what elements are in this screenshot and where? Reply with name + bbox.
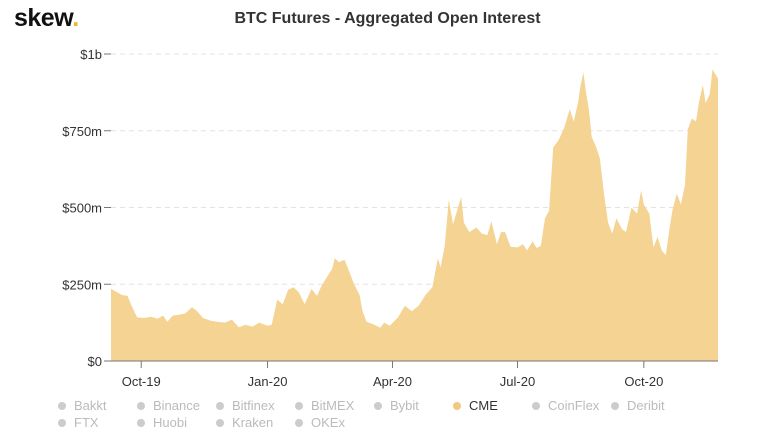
legend-label: Kraken bbox=[232, 415, 274, 430]
legend-dot-icon bbox=[58, 401, 66, 410]
legend-label: CME bbox=[469, 398, 498, 413]
skew-logo: skew. bbox=[14, 4, 79, 33]
x-tick-label: Oct-19 bbox=[122, 374, 161, 389]
legend-label: FTX bbox=[74, 415, 99, 430]
legend-item-bakkt[interactable]: Bakkt bbox=[58, 397, 137, 414]
legend-item-huobi[interactable]: Huobi bbox=[137, 414, 216, 431]
legend-item-okex[interactable]: OKEx bbox=[295, 414, 374, 431]
cme-open-interest-area bbox=[111, 69, 718, 362]
y-tick-label: $500m bbox=[62, 201, 102, 216]
legend-dot-icon bbox=[374, 401, 382, 410]
legend-label: Bitfinex bbox=[232, 398, 275, 413]
legend-item-bitfinex[interactable]: Bitfinex bbox=[216, 397, 295, 414]
legend-row: Bakkt Binance Bitfinex BitMEX Bybit CME CoinFl… bbox=[58, 397, 758, 414]
legend-label: Bybit bbox=[390, 398, 419, 413]
legend-dot-icon bbox=[295, 418, 303, 427]
y-tick-label: $0 bbox=[88, 354, 102, 369]
y-tick-label: $750m bbox=[62, 124, 102, 139]
x-axis-ticks: Oct-19 Jan-20 Apr-20 Jul-20 Oct-20 bbox=[122, 361, 663, 389]
legend-label: Deribit bbox=[627, 398, 665, 413]
legend-label: Binance bbox=[153, 398, 200, 413]
logo-dot: . bbox=[72, 4, 79, 32]
legend-dot-icon bbox=[216, 401, 224, 410]
legend: Bakkt Binance Bitfinex BitMEX Bybit CME CoinFl… bbox=[58, 397, 758, 431]
chart-title: BTC Futures - Aggregated Open Interest bbox=[234, 10, 541, 27]
legend-item-cme[interactable]: CME bbox=[453, 397, 532, 414]
x-tick-label: Jan-20 bbox=[248, 374, 288, 389]
legend-item-bitmex[interactable]: BitMEX bbox=[295, 397, 374, 414]
y-tick-label: $250m bbox=[62, 277, 102, 292]
legend-dot-icon bbox=[58, 418, 66, 427]
y-axis-ticks: $0 $250m $500m $750m $1b bbox=[62, 47, 111, 369]
legend-dot-icon bbox=[137, 418, 145, 427]
legend-dot-icon bbox=[137, 401, 145, 410]
x-tick-label: Apr-20 bbox=[373, 374, 412, 389]
y-tick-label: $1b bbox=[80, 47, 102, 62]
legend-item-kraken[interactable]: Kraken bbox=[216, 414, 295, 431]
legend-item-bybit[interactable]: Bybit bbox=[374, 397, 453, 414]
legend-item-binance[interactable]: Binance bbox=[137, 397, 216, 414]
legend-item-deribit[interactable]: Deribit bbox=[611, 397, 690, 414]
legend-dot-icon bbox=[532, 401, 540, 410]
legend-dot-icon bbox=[216, 418, 224, 427]
legend-label: BitMEX bbox=[311, 398, 355, 413]
legend-dot-icon bbox=[295, 401, 303, 410]
legend-label: CoinFlex bbox=[548, 398, 600, 413]
legend-row: FTX Huobi Kraken OKEx bbox=[58, 414, 758, 431]
legend-label: Bakkt bbox=[74, 398, 107, 413]
legend-item-ftx[interactable]: FTX bbox=[58, 414, 137, 431]
x-tick-label: Oct-20 bbox=[624, 374, 663, 389]
legend-dot-icon bbox=[611, 401, 619, 410]
logo-text: skew bbox=[14, 4, 73, 32]
legend-label: OKEx bbox=[311, 415, 345, 430]
legend-label: Huobi bbox=[153, 415, 187, 430]
x-tick-label: Jul-20 bbox=[500, 374, 535, 389]
legend-item-coinflex[interactable]: CoinFlex bbox=[532, 397, 611, 414]
legend-dot-icon bbox=[453, 401, 461, 410]
